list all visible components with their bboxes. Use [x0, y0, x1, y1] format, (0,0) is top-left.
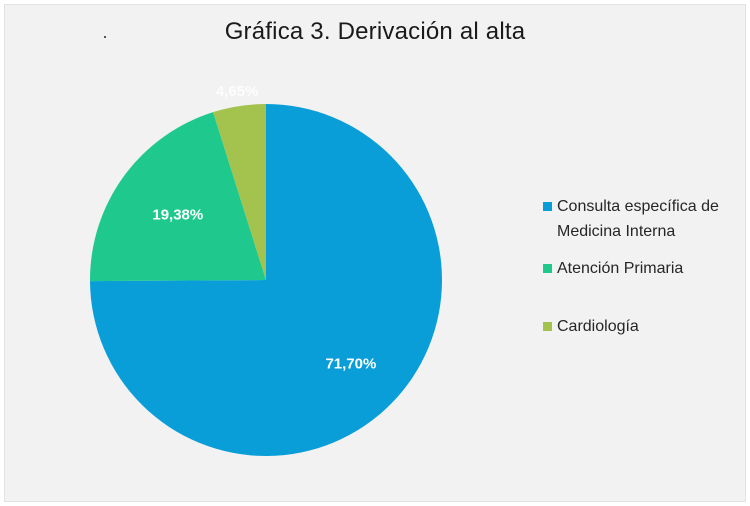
data-label-cardiologia: 4,65%	[216, 83, 259, 100]
legend-label-atencion-primaria: Atención Primaria	[557, 260, 684, 277]
data-label-consulta: 71,70%	[325, 355, 376, 372]
legend-swatch-atencion-primaria	[543, 264, 552, 273]
legend-label-consulta: Consulta específica de Medicina Interna	[557, 198, 719, 240]
stray-mark	[104, 36, 106, 38]
chart-title: Gráfica 3. Derivación al alta	[224, 18, 526, 45]
legend-label-cardiologia: Cardiología	[557, 318, 639, 335]
data-label-atencion-primaria: 19,38%	[152, 207, 203, 224]
slice-consulta	[90, 104, 442, 456]
legend-item-atencion-primaria: Atención Primaria	[543, 258, 737, 281]
slice-cardiologia	[213, 104, 266, 280]
legend-swatch-cardiologia	[543, 322, 552, 331]
legend-item-consulta: Consulta específica de Medicina Interna	[543, 196, 737, 244]
legend-swatch-consulta	[543, 202, 552, 211]
slice-atencion-primaria	[89, 112, 267, 282]
legend-item-cardiologia: Cardiología	[543, 316, 737, 339]
